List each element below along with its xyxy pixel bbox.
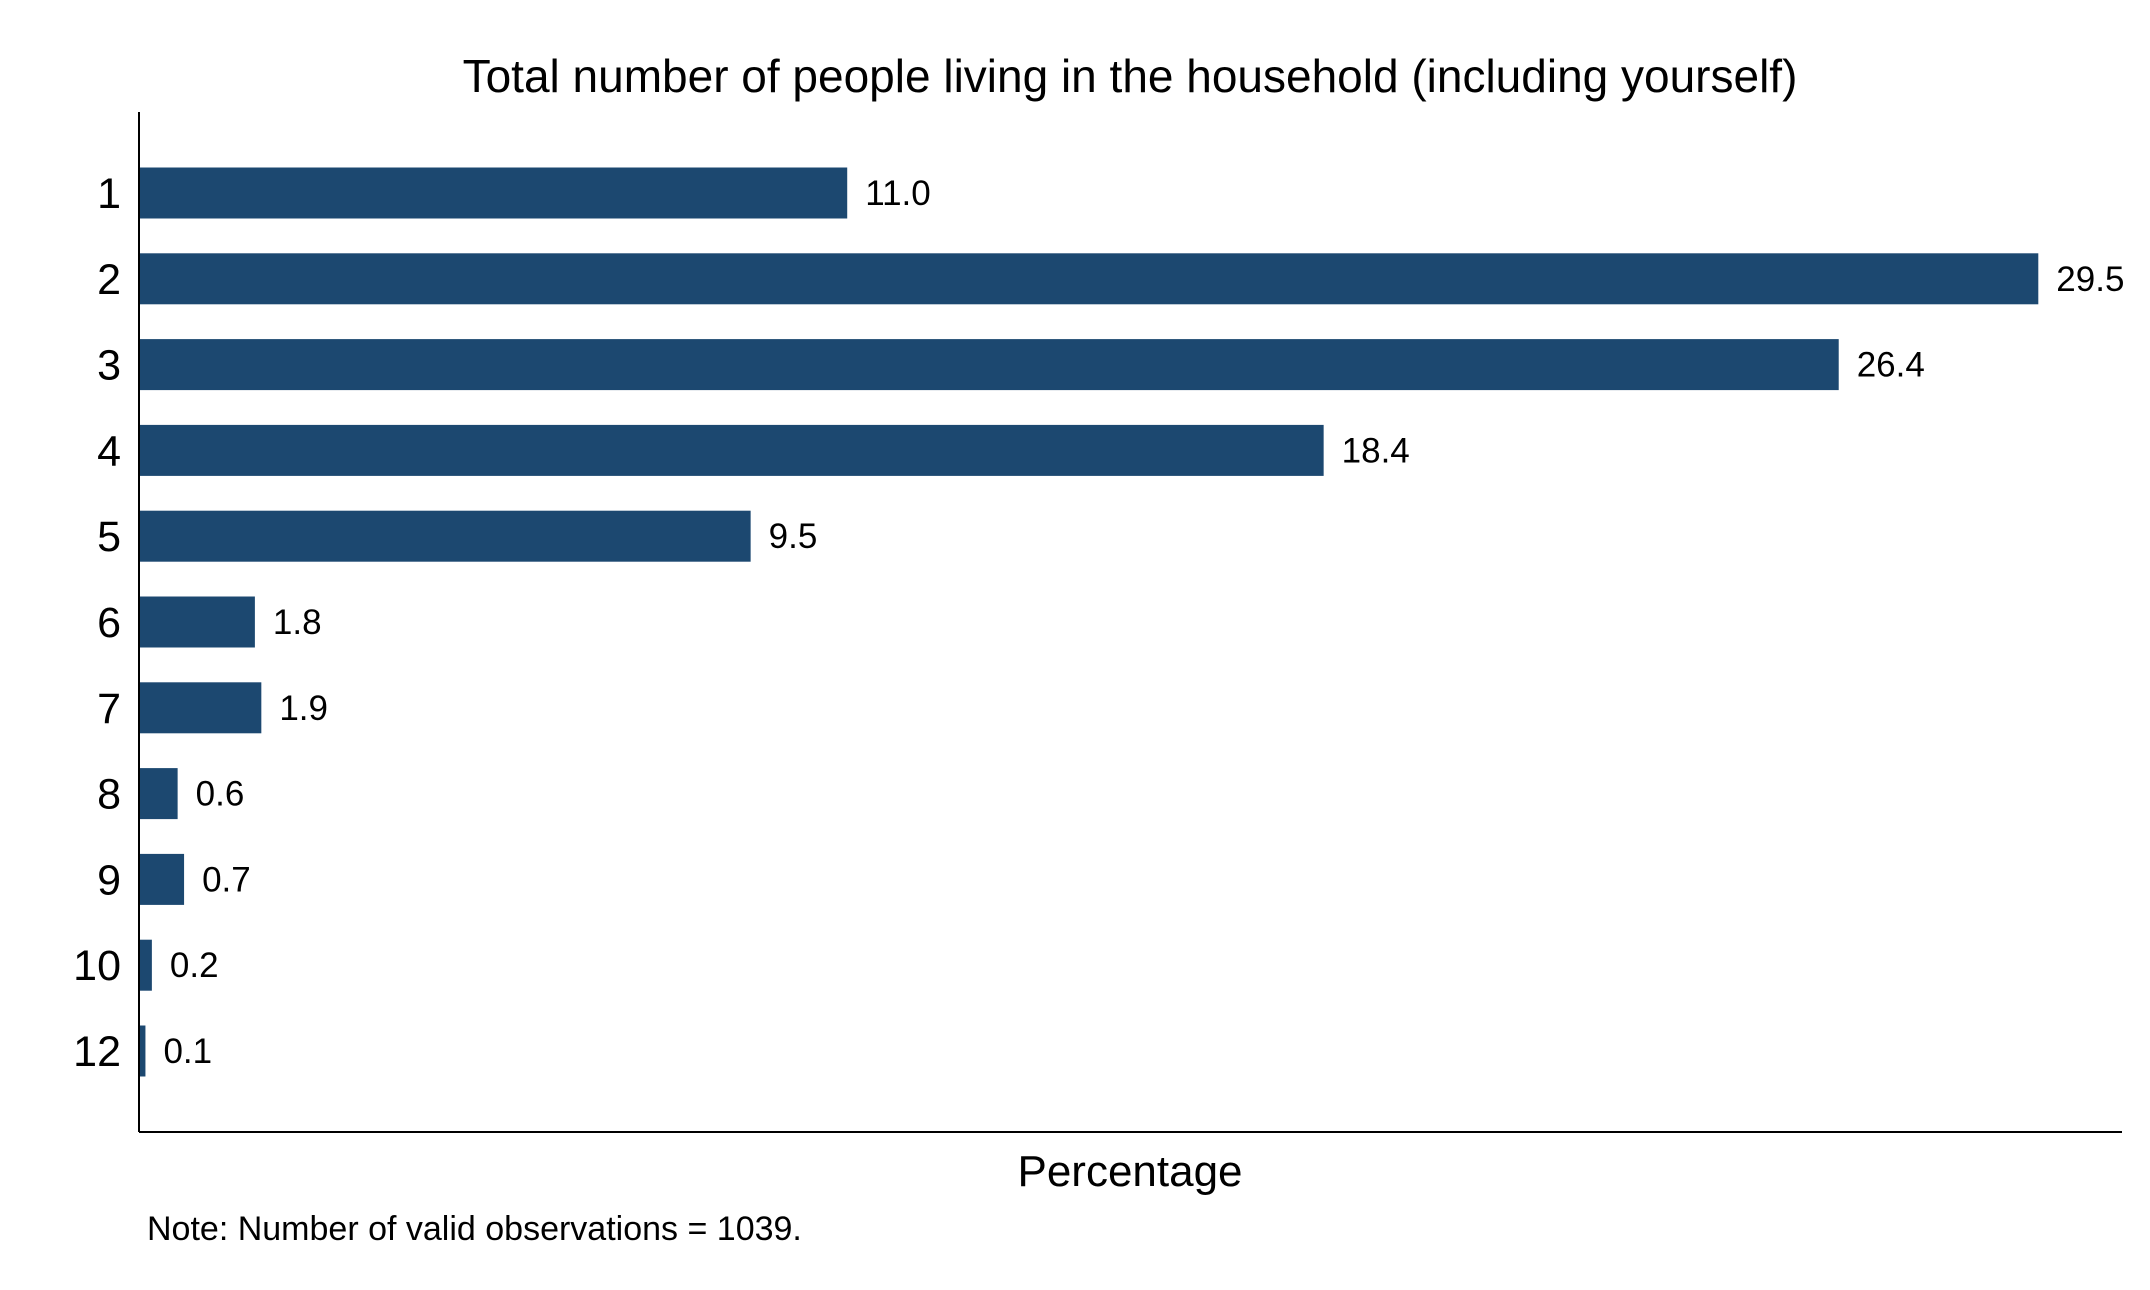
bar-12 [139,1025,146,1077]
value-label-10: 0.2 [170,946,219,985]
value-label-1: 11.0 [865,174,931,213]
bar-6 [139,596,255,648]
value-label-9: 0.7 [202,860,251,899]
x-axis-title: Percentage [1017,1147,1242,1196]
value-label-3: 26.4 [1857,346,1925,385]
bar-5 [139,510,751,562]
category-label-4: 4 [97,427,121,475]
category-label-5: 5 [97,513,121,561]
value-label-7: 1.9 [279,689,328,728]
category-label-10: 10 [73,942,121,990]
bars-group [139,167,2039,1077]
value-label-12: 0.1 [163,1032,212,1071]
category-label-2: 2 [97,256,121,304]
category-label-6: 6 [97,599,121,647]
value-label-2: 29.5 [2056,260,2124,299]
value-label-6: 1.8 [273,603,322,642]
bar-4 [139,424,1324,476]
value-label-8: 0.6 [196,775,245,814]
bar-8 [139,768,178,820]
bar-2 [139,253,2039,305]
chart-title: Total number of people living in the hou… [463,50,1798,102]
bar-10 [139,939,152,991]
bar-3 [139,339,1839,391]
value-label-5: 9.5 [769,517,818,556]
category-label-7: 7 [97,685,121,733]
bar-9 [139,853,185,905]
category-label-3: 3 [97,342,121,390]
category-label-8: 8 [97,771,121,819]
category-label-1: 1 [97,170,121,218]
value-label-4: 18.4 [1342,431,1410,470]
bar-7 [139,682,262,734]
footnote: Note: Number of valid observations = 103… [147,1210,802,1248]
value-labels-group: 11.0 29.5 26.4 18.4 9.5 1.8 1.9 0.6 0.7 0.2 0.1 [163,174,2124,1071]
bar-1 [139,167,848,219]
category-label-9: 9 [97,856,121,904]
category-label-12: 12 [73,1028,121,1076]
